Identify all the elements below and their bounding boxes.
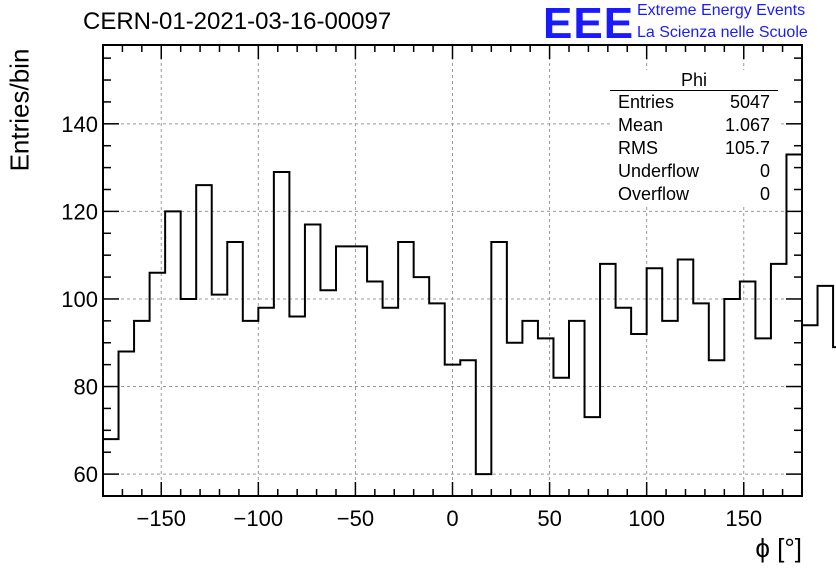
y-tick-label: 60 (74, 462, 98, 487)
histogram-bin (553, 378, 569, 496)
histogram-bin (802, 325, 818, 496)
histogram-bin (491, 242, 507, 496)
histogram-bin (119, 352, 135, 496)
histogram-bin (429, 303, 445, 496)
logo-text-line2: La Scienza nelle Scuole (637, 24, 808, 41)
histogram-bin (460, 360, 476, 496)
stats-label: Overflow (618, 184, 690, 204)
histogram-bin (134, 321, 150, 496)
histogram-bin (522, 321, 538, 496)
histogram-bin (678, 260, 694, 496)
stats-value: 5047 (729, 92, 770, 112)
histogram-bin (103, 439, 119, 496)
histogram-bin (367, 281, 383, 496)
stats-title: Phi (610, 70, 778, 91)
histogram-bin (585, 417, 601, 496)
logo-text-line1: Extreme Energy Events (637, 2, 806, 19)
histogram-bin (414, 277, 430, 496)
stats-value: 0 (759, 161, 770, 181)
histogram-bin (227, 242, 243, 496)
histogram-bin (476, 474, 492, 496)
x-tick-label: −150 (136, 506, 186, 531)
x-tick-label: 50 (537, 506, 561, 531)
histogram-bin (600, 264, 616, 496)
histogram-bin (320, 290, 336, 496)
histogram-bin (662, 321, 678, 496)
histogram-bin (693, 303, 709, 496)
x-tick-label: 0 (446, 506, 458, 531)
histogram-bin (274, 172, 290, 496)
histogram-bin (289, 316, 305, 496)
stats-row-underflow: Underflow 0 (610, 160, 778, 183)
histogram-bin (709, 360, 725, 496)
y-tick-label: 120 (61, 199, 98, 224)
histogram-bin (196, 185, 212, 496)
stats-label: Mean (618, 115, 664, 135)
x-axis-label: ϕ [°] (755, 533, 802, 563)
stats-row-overflow: Overflow 0 (610, 183, 778, 206)
stats-box: Phi Entries 5047 Mean 1.067 RMS 105.7 Un… (610, 70, 778, 206)
stats-value: 105.7 (724, 138, 770, 158)
histogram-bin (352, 246, 368, 496)
stats-label: Entries (618, 92, 675, 112)
x-tick-label: 150 (725, 506, 762, 531)
x-tick-label: 100 (628, 506, 665, 531)
histogram-bin (786, 154, 802, 496)
histogram-bin (336, 246, 352, 496)
stats-value: 1.067 (724, 115, 770, 135)
y-tick-label: 100 (61, 287, 98, 312)
stats-label: RMS (618, 138, 658, 158)
histogram-bin (165, 211, 181, 496)
x-tick-label: −50 (337, 506, 374, 531)
histogram-bin (569, 321, 585, 496)
histogram-bin (507, 343, 523, 496)
y-axis-label: Entries/bin (4, 48, 35, 172)
histogram-bin (724, 299, 740, 496)
logo-mark: EEE (543, 0, 635, 48)
histogram-bin (771, 264, 787, 496)
histogram-bin (818, 286, 834, 496)
histogram-series-line (103, 153, 836, 476)
stats-row-mean: Mean 1.067 (610, 114, 778, 137)
histogram-bin (445, 365, 461, 496)
histogram-bin (305, 225, 321, 496)
x-tick-label: −100 (234, 506, 284, 531)
stats-row-rms: RMS 105.7 (610, 137, 778, 160)
histogram-bin (740, 281, 756, 496)
histogram-bin (258, 308, 274, 496)
run-title: CERN-01-2021-03-16-00097 (83, 8, 392, 35)
histogram-bin (181, 299, 197, 496)
stats-label: Underflow (618, 161, 700, 181)
histogram-bin (212, 295, 228, 496)
histogram-bin (631, 334, 647, 496)
histogram-bin (647, 268, 663, 496)
histogram-bin (398, 242, 414, 496)
histogram-bin (538, 338, 554, 496)
y-tick-label: 80 (74, 375, 98, 400)
histogram-bin (755, 338, 771, 496)
y-tick-label: 140 (61, 112, 98, 137)
stats-row-entries: Entries 5047 (610, 91, 778, 114)
histogram-bin (150, 273, 166, 496)
histogram-bin (616, 308, 632, 496)
stats-value: 0 (759, 184, 770, 204)
histogram-bin (383, 308, 399, 496)
histogram-bin (243, 321, 259, 496)
